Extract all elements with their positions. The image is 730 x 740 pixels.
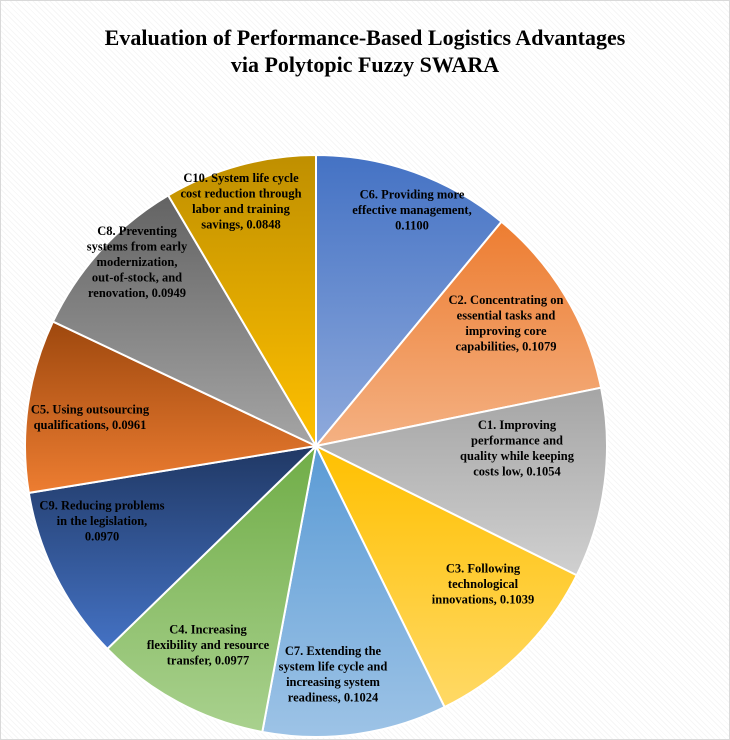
data-label-line: technological — [448, 577, 519, 591]
data-label-line: innovations, 0.1039 — [432, 593, 534, 607]
data-label-line: increasing system — [286, 675, 380, 689]
data-label-line: C6. Providing more — [360, 188, 465, 202]
data-label-line: in the legislation, — [57, 514, 148, 528]
data-label-c1: C1. Improving performance and quality whil… — [460, 418, 575, 479]
data-label-line: effective management, — [352, 203, 471, 217]
pie-slices — [24, 153, 608, 738]
data-label-line: C1. Improving — [478, 418, 557, 432]
data-label-line: C9. Reducing problems — [39, 499, 164, 513]
data-label-line: cost reduction through — [180, 186, 301, 200]
data-label-line: costs low, 0.1054 — [473, 464, 561, 478]
data-label-line: C2. Concentrating on — [449, 293, 564, 307]
data-label-line: C3. Following — [446, 562, 521, 576]
data-label-line: system life cycle and — [279, 659, 388, 673]
chart-title-line-1: Evaluation of Performance-Based Logistic… — [104, 25, 626, 50]
data-label-line: flexibility and resource — [147, 638, 270, 652]
data-label-c3: C3. Following technological innovations, 0… — [432, 562, 534, 607]
data-label-line: qualifications, 0.0961 — [34, 418, 147, 432]
data-label-line: 0.1100 — [395, 219, 429, 233]
data-label-line: C5. Using outsourcing — [31, 402, 150, 416]
chart-title: Evaluation of Performance-Based Logistic… — [0, 24, 730, 78]
data-label-line: savings, 0.0848 — [201, 217, 281, 231]
data-label-line: C4. Increasing — [169, 623, 247, 637]
data-label-line: out-of-stock, and — [92, 271, 182, 285]
data-label-line: readiness, 0.1024 — [288, 690, 379, 704]
data-label-c8: C8. Preventing systems from early moderniz… — [87, 224, 188, 300]
chart-title-line-2: via Polytopic Fuzzy SWARA — [230, 52, 500, 77]
data-label-line: labor and training — [192, 202, 290, 216]
data-label-line: essential tasks and — [457, 308, 556, 322]
data-label-line: C7. Extending the — [285, 644, 382, 658]
data-label-c5: C5. Using outsourcing qualifications, 0.0… — [31, 402, 150, 432]
data-label-line: systems from early — [87, 240, 188, 254]
data-label-line: C8. Preventing — [97, 224, 177, 238]
data-label-line: quality while keeping — [460, 449, 575, 463]
data-label-c6: C6. Providing more effective management, 0… — [352, 188, 471, 233]
data-label-line: 0.0970 — [85, 530, 119, 544]
data-label-line: C10. System life cycle — [183, 171, 299, 185]
data-label-c10: C10. System life cycle cost reduction thr… — [180, 171, 301, 232]
data-label-c7: C7. Extending the system life cycle and in… — [279, 644, 388, 705]
data-label-c2: C2. Concentrating on essential tasks and i… — [449, 293, 564, 354]
data-label-line: modernization, — [97, 255, 178, 269]
data-label-c9: C9. Reducing problems in the legislation,… — [39, 499, 164, 544]
data-label-line: improving core — [465, 324, 547, 338]
data-label-line: capabilities, 0.1079 — [455, 339, 556, 353]
data-label-line: renovation, 0.0949 — [88, 286, 186, 300]
pie-labels: C6. Providing more effective management, 0… — [31, 171, 575, 705]
data-label-line: transfer, 0.0977 — [167, 654, 250, 668]
data-label-line: performance and — [471, 433, 563, 447]
data-label-c4: C4. Increasing flexibility and resource tr… — [147, 623, 270, 668]
pie-outline — [24, 154, 608, 738]
